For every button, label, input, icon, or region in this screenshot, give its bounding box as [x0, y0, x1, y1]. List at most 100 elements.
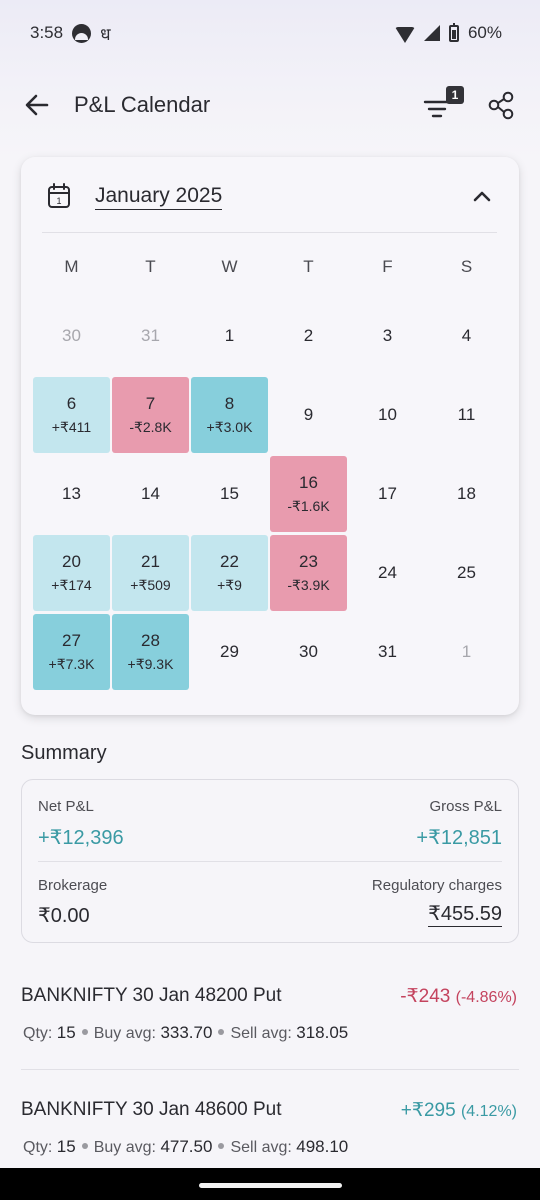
- calendar-day[interactable]: 30: [270, 614, 347, 690]
- day-number: 18: [457, 484, 476, 503]
- separator-dot: [218, 1029, 225, 1036]
- day-number: 13: [62, 484, 81, 503]
- qty-value: 15: [56, 1023, 76, 1042]
- day-pnl: +₹3.0K: [206, 419, 253, 435]
- brokerage-value: ₹0.00: [38, 905, 90, 927]
- sell-avg-label: Sell avg:: [230, 1025, 292, 1042]
- qty-label: Qty:: [23, 1025, 53, 1042]
- day-pnl: +₹7.3K: [48, 656, 95, 672]
- calendar-day[interactable]: 8 +₹3.0K: [191, 377, 268, 453]
- status-right: 60%: [394, 22, 502, 43]
- calendar-day[interactable]: 7 -₹2.8K: [112, 377, 189, 453]
- position-pnl-amount: +₹295: [400, 1100, 456, 1121]
- separator-dot: [81, 1143, 88, 1150]
- regulatory-charges-value[interactable]: ₹455.59: [428, 903, 502, 927]
- day-number: 24: [378, 563, 397, 582]
- calendar-day[interactable]: 3: [349, 298, 426, 374]
- calendar-day[interactable]: 10: [349, 377, 426, 453]
- calendar-day[interactable]: 24: [349, 535, 426, 611]
- day-number: 3: [382, 326, 393, 345]
- calendar-day[interactable]: 25: [428, 535, 505, 611]
- calendar-day[interactable]: 20 +₹174: [33, 535, 110, 611]
- buy-avg-value: 477.50: [160, 1137, 213, 1156]
- calendar-day[interactable]: 1: [191, 298, 268, 374]
- calendar-day[interactable]: 15: [191, 456, 268, 532]
- calendar-header[interactable]: 1 January 2025: [21, 157, 519, 233]
- calendar-day[interactable]: 22 +₹9: [191, 535, 268, 611]
- calendar-day[interactable]: 30: [33, 298, 110, 374]
- day-number: 8: [224, 394, 235, 413]
- brokerage-label: Brokerage: [38, 877, 108, 894]
- position-pnl: +₹295 (4.12%): [401, 1099, 517, 1122]
- calendar-icon: 1: [48, 183, 70, 208]
- day-number: 20: [62, 552, 81, 571]
- calendar-day[interactable]: 21 +₹509: [112, 535, 189, 611]
- calendar-day[interactable]: 11: [428, 377, 505, 453]
- calendar-day[interactable]: 16 -₹1.6K: [270, 456, 347, 532]
- calendar-day[interactable]: 31: [349, 614, 426, 690]
- calendar-card: 1 January 2025 M T W T F S 30 31 1 2 3 4 6 +₹41…: [21, 157, 519, 715]
- weekday-label: W: [221, 257, 238, 276]
- summary-card: Net P&L +₹12,396 Gross P&L +₹12,851 Brok…: [21, 779, 519, 943]
- buy-avg-label: Buy avg:: [93, 1025, 156, 1042]
- qty-label: Qty:: [23, 1139, 53, 1156]
- gross-pnl-value: +₹12,851: [416, 827, 502, 849]
- day-number: 4: [461, 326, 472, 345]
- day-number: 9: [303, 405, 314, 424]
- calendar-day[interactable]: 1: [428, 614, 505, 690]
- qty-value: 15: [56, 1137, 76, 1156]
- status-time: 3:58: [30, 23, 64, 42]
- calendar-day[interactable]: 2: [270, 298, 347, 374]
- net-pnl-label: Net P&L: [38, 798, 94, 815]
- regulatory-charges-label: Regulatory charges: [371, 877, 502, 894]
- calendar-day[interactable]: 6 +₹411: [33, 377, 110, 453]
- svg-text:1: 1: [56, 196, 61, 206]
- status-bar: 3:58 ध 60%: [0, 0, 540, 66]
- calendar-day[interactable]: 4: [428, 298, 505, 374]
- calendar-day[interactable]: 27 +₹7.3K: [33, 614, 110, 690]
- day-number: 11: [457, 405, 476, 424]
- calendar-day[interactable]: 31: [112, 298, 189, 374]
- day-number: 23: [299, 552, 318, 571]
- calendar-day[interactable]: 23 -₹3.9K: [270, 535, 347, 611]
- calendar-day[interactable]: 18: [428, 456, 505, 532]
- day-number: 16: [299, 473, 318, 492]
- battery-icon: [448, 22, 459, 42]
- sell-avg-label: Sell avg:: [230, 1139, 292, 1156]
- day-pnl: -₹3.9K: [287, 577, 330, 593]
- filter-count-badge: 1: [446, 86, 464, 104]
- day-pnl: +₹509: [130, 577, 171, 593]
- filter-lines-icon: [423, 100, 451, 118]
- position-pnl: -₹243 (-4.86%): [400, 985, 517, 1008]
- chevron-up-icon[interactable]: [471, 185, 493, 207]
- month-selector[interactable]: January 2025: [95, 184, 223, 210]
- filter-button[interactable]: 1: [420, 86, 466, 124]
- calendar-divider: [42, 232, 497, 233]
- calendar-day[interactable]: 9: [270, 377, 347, 453]
- position-pnl-percent: (-4.86%): [455, 989, 517, 1006]
- share-icon: [488, 91, 514, 120]
- signal-icon: [423, 25, 440, 41]
- position-row[interactable]: BANKNIFTY 30 Jan 48600 Put +₹295 (4.12%)…: [21, 1099, 519, 1169]
- day-number: 14: [141, 484, 160, 503]
- calendar-day[interactable]: 29: [191, 614, 268, 690]
- calendar-day[interactable]: 14: [112, 456, 189, 532]
- battery-percent: 60%: [467, 23, 502, 42]
- day-pnl: +₹9.3K: [127, 656, 174, 672]
- weekday-label: S: [460, 257, 473, 276]
- calendar-day[interactable]: 13: [33, 456, 110, 532]
- day-number: 10: [378, 405, 397, 424]
- day-number: 15: [220, 484, 239, 503]
- day-number: 22: [220, 552, 239, 571]
- buy-avg-value: 333.70: [160, 1023, 213, 1042]
- position-meta: Qty: 15 Buy avg: 333.70 Sell avg: 318.05: [23, 1023, 348, 1043]
- calendar-day[interactable]: 28 +₹9.3K: [112, 614, 189, 690]
- position-row[interactable]: BANKNIFTY 30 Jan 48200 Put -₹243 (-4.86%…: [21, 985, 519, 1055]
- share-button[interactable]: [486, 90, 518, 122]
- home-gesture-handle[interactable]: [199, 1183, 342, 1188]
- net-pnl-value: +₹12,396: [38, 827, 124, 849]
- calendar-day[interactable]: 17: [349, 456, 426, 532]
- back-button[interactable]: [22, 90, 52, 120]
- arrow-left-icon: [25, 94, 49, 116]
- summary-divider: [38, 861, 502, 862]
